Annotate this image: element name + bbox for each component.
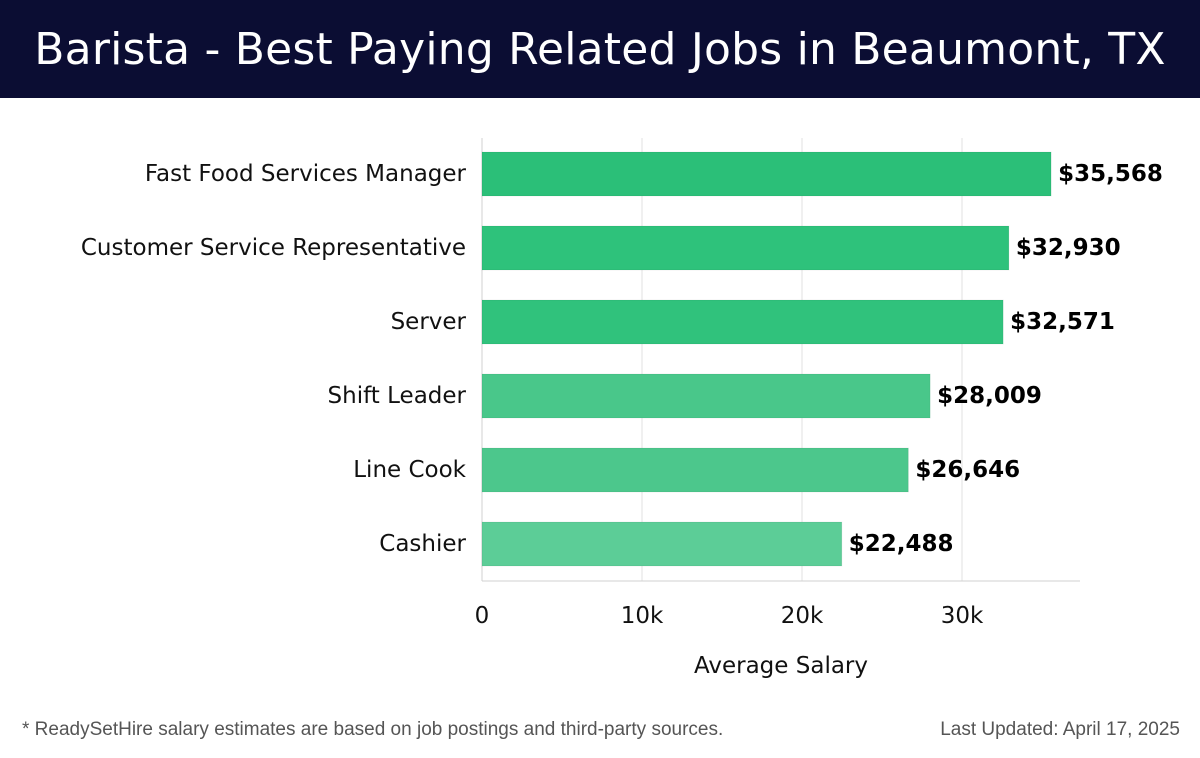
- value-label-6: $22,488: [849, 531, 954, 557]
- footer-note: * ReadySetHire salary estimates are base…: [22, 719, 724, 740]
- chart-title: Barista - Best Paying Related Jobs in Be…: [34, 23, 1166, 75]
- bar-3: [481, 299, 1004, 345]
- value-label-2: $32,930: [1016, 235, 1121, 261]
- category-label-6: Cashier: [379, 531, 466, 557]
- bar-1: [481, 151, 1052, 197]
- category-label-3: Server: [391, 309, 467, 335]
- x-tick-label-10k: 10k: [621, 603, 664, 629]
- x-axis-title: Average Salary: [694, 653, 868, 679]
- value-label-5: $26,646: [915, 457, 1020, 483]
- value-label-1: $35,568: [1058, 161, 1163, 187]
- category-label-5: Line Cook: [353, 457, 466, 483]
- bar-chart: Fast Food Services Manager $35,568 Custome…: [81, 138, 1163, 679]
- bar-6: [481, 521, 843, 567]
- x-tick-label-20k: 20k: [781, 603, 824, 629]
- value-label-3: $32,571: [1010, 309, 1115, 335]
- last-updated: Last Updated: April 17, 2025: [940, 719, 1180, 740]
- bar-2: [481, 225, 1010, 271]
- category-label-1: Fast Food Services Manager: [145, 161, 467, 187]
- x-tick-label-30k: 30k: [941, 603, 984, 629]
- bar-4: [481, 373, 931, 419]
- category-label-4: Shift Leader: [328, 383, 467, 409]
- header-banner: Barista - Best Paying Related Jobs in Be…: [0, 0, 1200, 98]
- bar-5: [481, 447, 909, 493]
- value-label-4: $28,009: [937, 383, 1042, 409]
- x-tick-label-0: 0: [475, 603, 490, 629]
- category-label-2: Customer Service Representative: [81, 235, 466, 261]
